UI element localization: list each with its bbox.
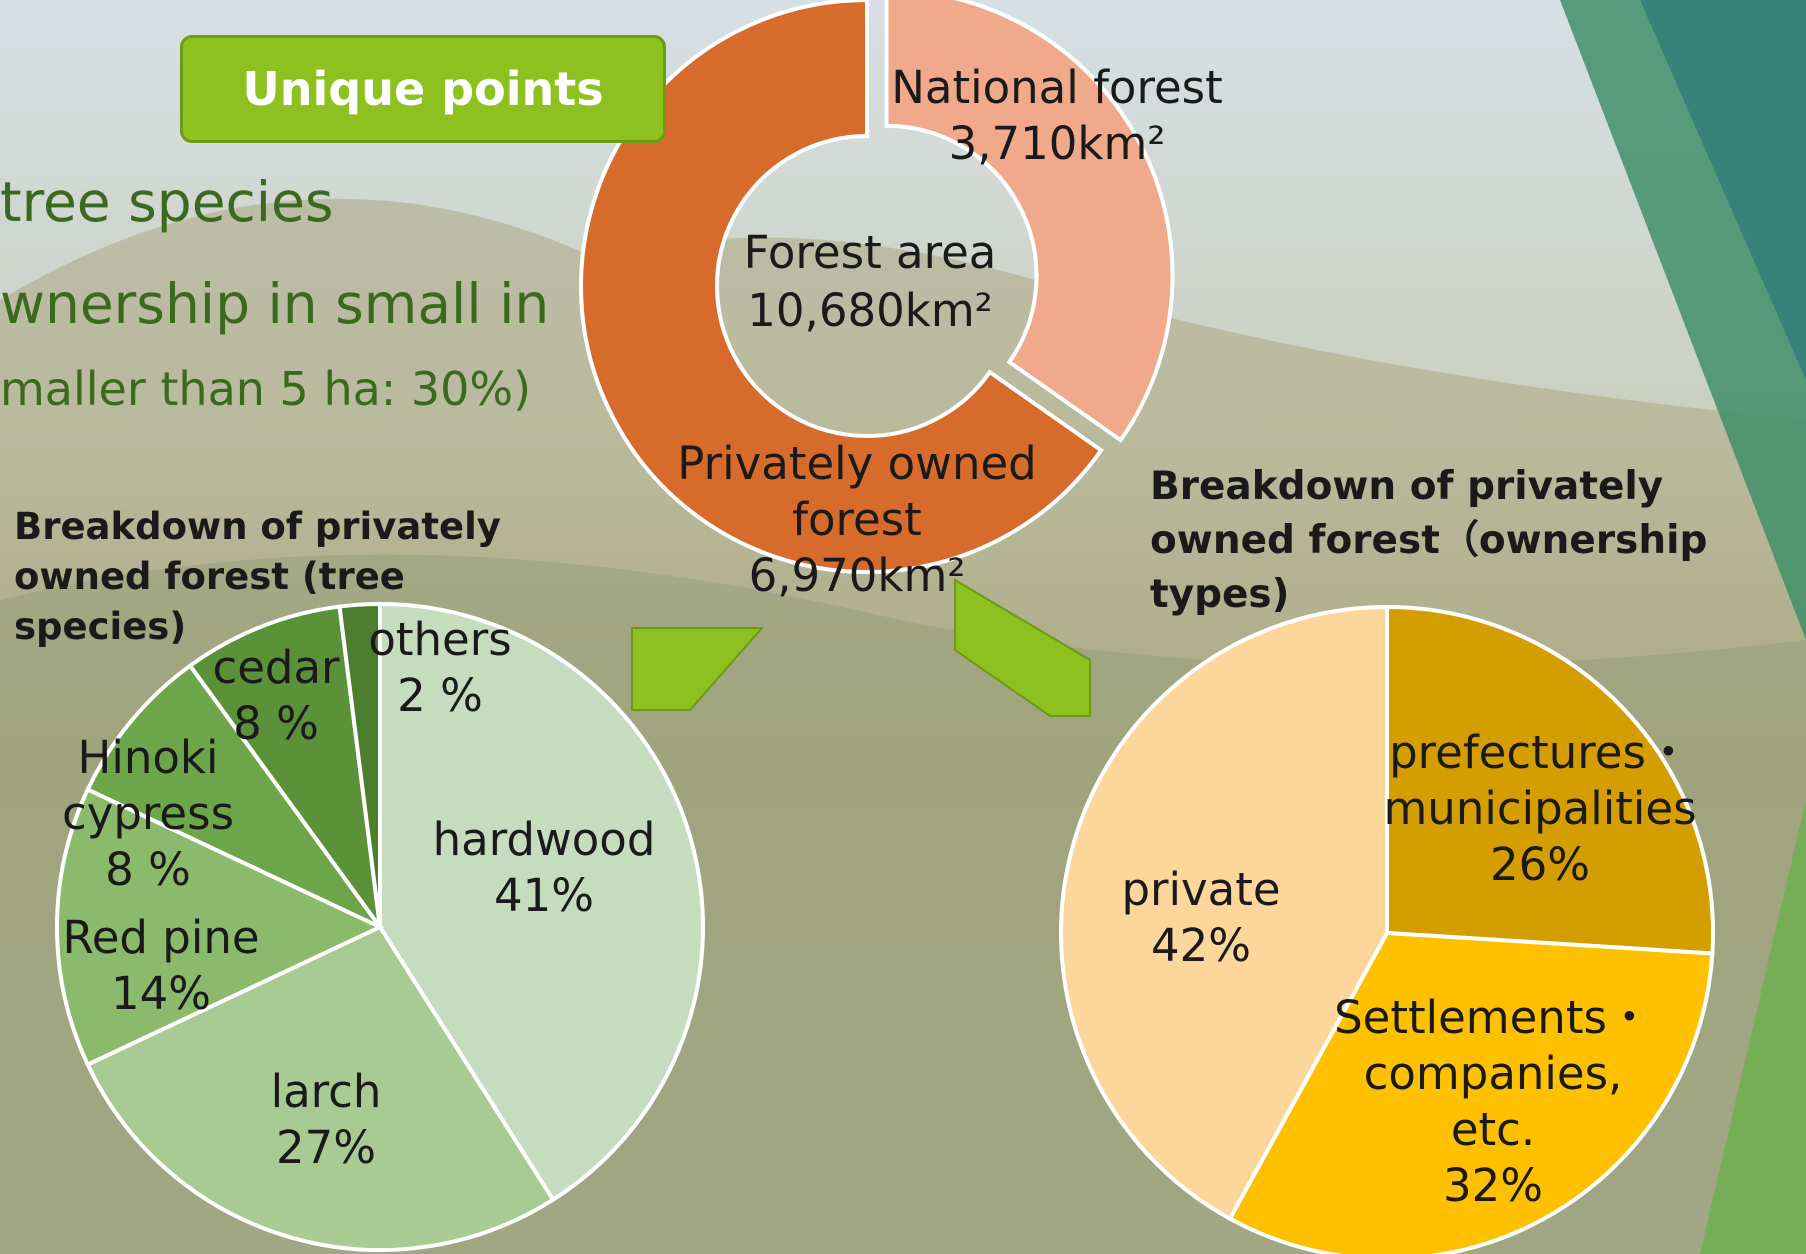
slice-value: 8 % <box>196 696 356 752</box>
slice-label: hardwood <box>394 812 694 868</box>
slice-value: 42% <box>1101 918 1301 974</box>
slice-value: 27% <box>206 1120 446 1176</box>
slice-label: prefectures・municipalities <box>1370 725 1710 837</box>
bullet: maller than 5 ha: 30%) <box>0 362 531 416</box>
slice-label: National forest <box>847 60 1267 116</box>
chart-title: Breakdown of privately owned forest（owne… <box>1150 460 1800 622</box>
bullet: wnership in small in <box>0 272 549 336</box>
center-value: 10,680km² <box>730 283 1010 339</box>
bullet: tree species <box>0 170 334 234</box>
slice-label: others <box>360 612 520 668</box>
slice-label: larch <box>206 1064 446 1120</box>
slice-value: 2 % <box>360 668 520 724</box>
slice-value: 8 % <box>38 842 258 898</box>
badge: Unique points <box>180 35 666 143</box>
center-label: Forest area <box>730 225 1010 281</box>
slice-value: 6,970km² <box>667 548 1047 604</box>
slice-label: Privately owned forest <box>667 436 1047 548</box>
slice-value: 32% <box>1328 1158 1658 1214</box>
slice-label: Red pine <box>41 910 281 966</box>
slice-value: 41% <box>394 868 694 924</box>
slide: Unique points tree species wnership in s… <box>0 0 1806 1254</box>
slice-label: Settlements・companies, etc. <box>1328 990 1658 1158</box>
slice-value: 26% <box>1370 837 1710 893</box>
slice-label: cedar <box>196 640 356 696</box>
slice-label: private <box>1101 862 1301 918</box>
slice-value: 3,710km² <box>847 116 1267 172</box>
slice-value: 14% <box>41 966 281 1022</box>
